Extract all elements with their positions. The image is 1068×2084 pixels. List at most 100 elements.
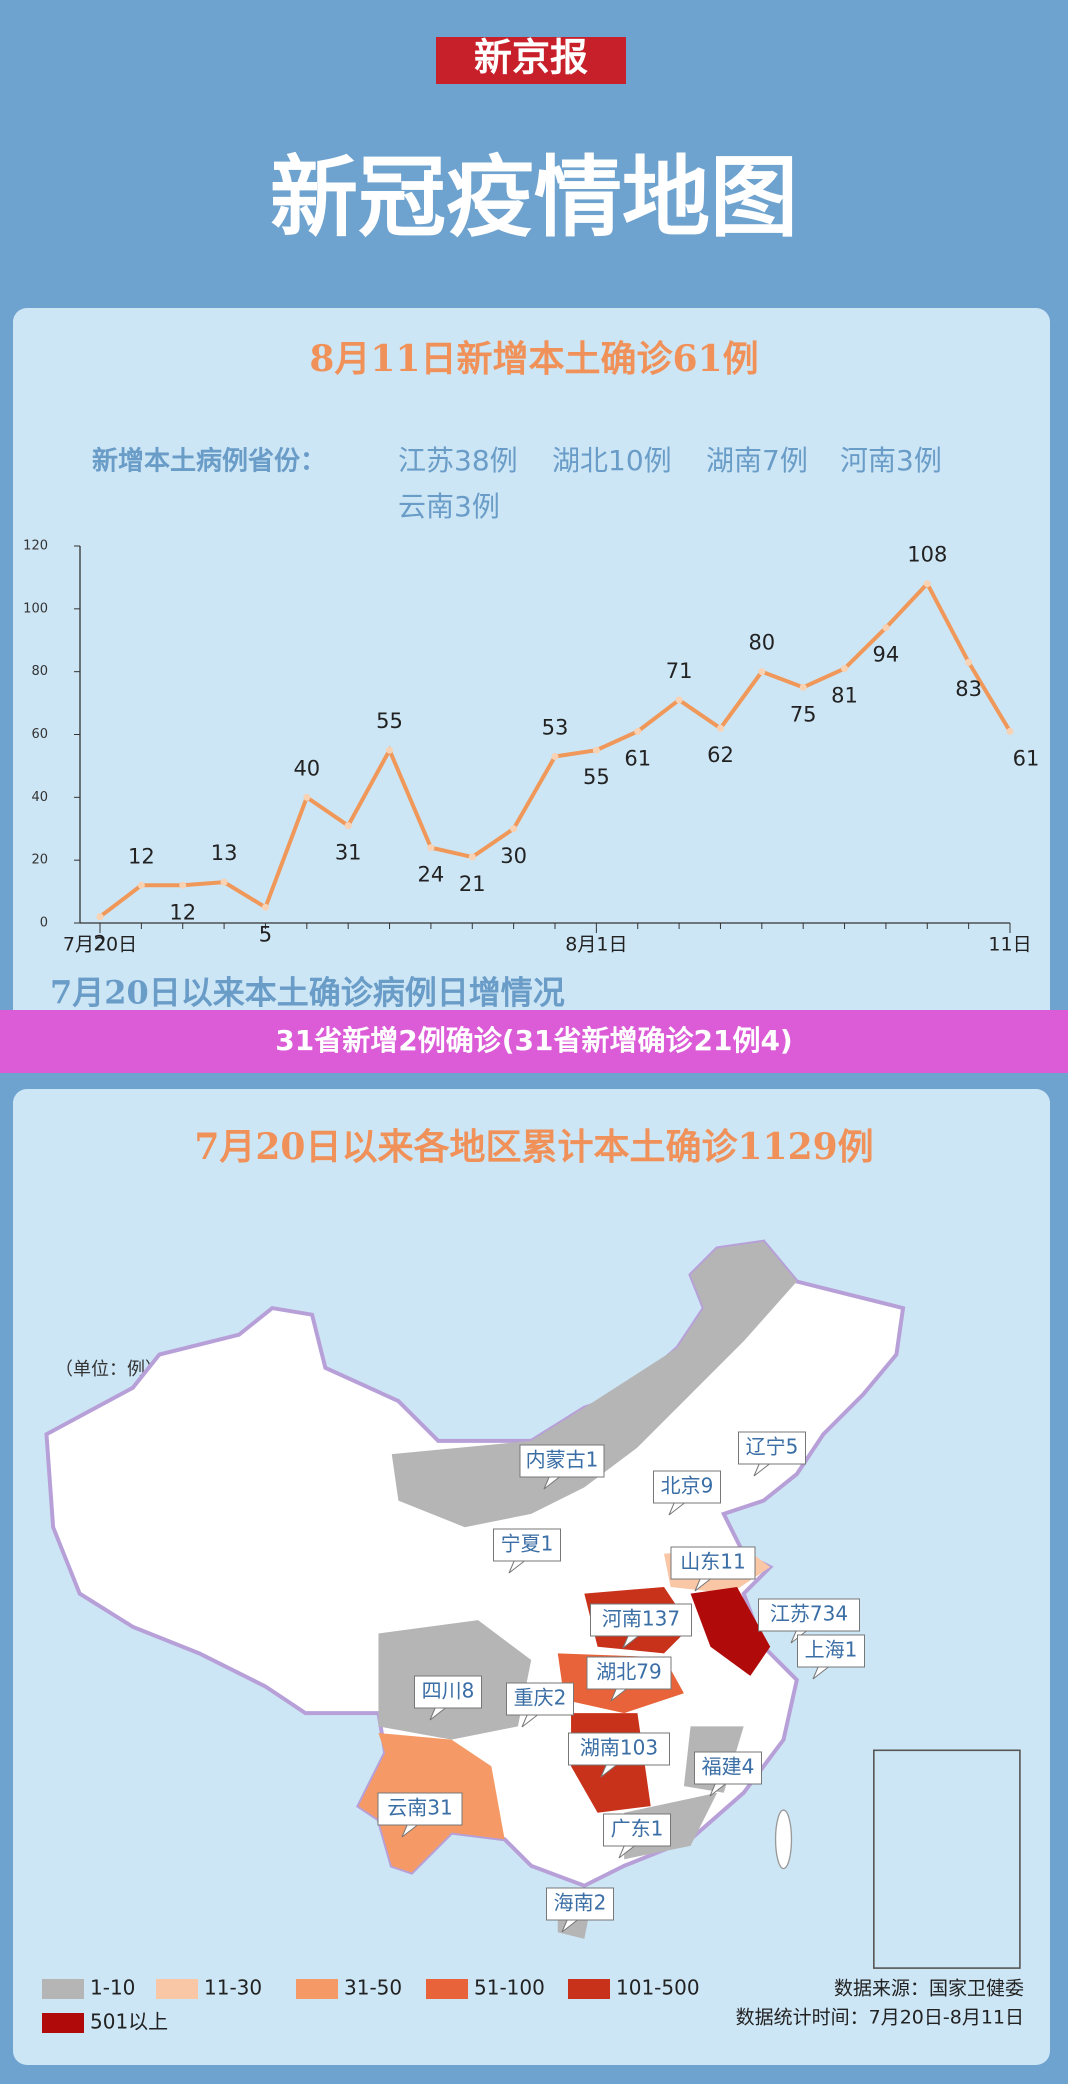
label-box	[377, 1792, 463, 1826]
y-tick-label: 120	[23, 539, 48, 554]
provinces-label: 新增本土病例省份：	[92, 446, 326, 477]
source: 数据来源：国家卫健委	[834, 1978, 1024, 2000]
point	[427, 844, 435, 852]
label-box	[694, 1751, 762, 1785]
point	[923, 580, 931, 588]
legend-label: 51-100	[474, 1976, 545, 2000]
legend-label: 501以上	[90, 2010, 168, 2034]
label-box	[586, 1656, 672, 1690]
label-box	[590, 1603, 692, 1637]
data-label: 55	[583, 765, 610, 789]
y-tick-label: 100	[23, 601, 48, 616]
map-title: 7月20日以来各地区累计本土确诊1129例	[194, 1126, 873, 1168]
point	[799, 683, 807, 691]
y-tick-label: 0	[40, 916, 48, 931]
point	[841, 665, 849, 673]
label-box	[493, 1528, 561, 1562]
data-label: 24	[418, 863, 445, 887]
province-label: 湖南103	[580, 1736, 658, 1760]
point	[1006, 727, 1014, 735]
point	[220, 878, 228, 886]
x-tick-label: 8月1日	[565, 934, 627, 956]
province-item: 湖北10例	[552, 444, 672, 477]
x-tick-label: 7月20日	[63, 934, 137, 956]
province-label: 山东11	[680, 1550, 745, 1574]
data-label: 80	[748, 631, 775, 655]
point	[716, 724, 724, 732]
data-label: 81	[831, 684, 858, 708]
y-tick-label: 20	[31, 853, 48, 868]
x-tick-label: 11日	[988, 934, 1031, 956]
label-box	[797, 1634, 865, 1668]
data-label: 53	[542, 715, 569, 739]
card	[13, 308, 1050, 1048]
province-label: 宁夏1	[501, 1532, 554, 1556]
point	[592, 746, 600, 754]
province-label: 海南2	[554, 1891, 607, 1915]
point	[303, 793, 311, 801]
point	[344, 822, 352, 830]
point	[758, 668, 766, 676]
label-box	[506, 1682, 574, 1716]
legend-label: 101-500	[616, 1976, 700, 2000]
data-label: 12	[128, 844, 155, 868]
label-box	[546, 1887, 614, 1921]
unit: （单位：例）	[55, 1359, 163, 1380]
chart-title: 7月20日以来本土确诊病例日增情况	[50, 974, 565, 1012]
province-label: 福建4	[702, 1755, 755, 1779]
data-label: 2	[93, 932, 106, 956]
label-box	[519, 1444, 605, 1478]
province-label: 江苏734	[770, 1602, 848, 1626]
province-label: 重庆2	[514, 1686, 567, 1710]
legend-swatch	[426, 1979, 468, 1999]
province-item: 江苏38例	[398, 444, 518, 477]
region	[690, 1586, 771, 1676]
province-label: 上海1	[805, 1638, 858, 1662]
province-label: 内蒙古1	[526, 1448, 599, 1472]
province-label: 河南137	[602, 1607, 680, 1631]
province-item: 河南3例	[840, 444, 942, 477]
y-tick-label: 40	[31, 790, 48, 805]
province-label: 广东1	[611, 1817, 664, 1841]
province-label: 辽宁5	[746, 1435, 799, 1459]
province-label: 四川8	[422, 1679, 475, 1703]
data-label: 13	[211, 841, 238, 865]
point	[96, 913, 104, 921]
data-label: 62	[707, 743, 734, 767]
legend-swatch	[42, 1979, 84, 1999]
data-label: 5	[259, 922, 272, 946]
point	[468, 853, 476, 861]
card-title: 8月11日新增本土确诊61例	[309, 338, 758, 380]
label-box	[738, 1431, 806, 1465]
label-box	[414, 1675, 482, 1709]
point	[386, 746, 394, 754]
legend-swatch	[42, 2013, 84, 2033]
legend-swatch	[568, 1979, 610, 1999]
point	[551, 752, 559, 760]
banner-text: 31省新增2例确诊(31省新增确诊21例4)	[275, 1024, 792, 1057]
province-label: 云南31	[387, 1796, 452, 1820]
data-label: 55	[376, 709, 403, 733]
y-tick-label: 80	[31, 664, 48, 679]
legend-label: 31-50	[344, 1976, 402, 2000]
data-label: 75	[790, 702, 817, 726]
point	[634, 727, 642, 735]
point	[675, 696, 683, 704]
y-tick-label: 60	[31, 727, 48, 742]
main-title: 新冠疫情地图	[270, 145, 798, 249]
point	[179, 881, 187, 889]
point	[965, 658, 973, 666]
period: 数据统计时间：7月20日-8月11日	[736, 2007, 1024, 2029]
label-box	[670, 1546, 756, 1580]
data-label: 12	[169, 900, 196, 924]
label-box	[758, 1598, 860, 1632]
data-label: 83	[955, 677, 982, 701]
province-item: 云南3例	[398, 490, 500, 523]
data-label: 61	[1013, 746, 1040, 770]
legend-label: 11-30	[204, 1976, 262, 2000]
province-label: 湖北79	[596, 1660, 661, 1684]
island	[774, 1809, 793, 1870]
data-label: 108	[907, 543, 947, 567]
logo: 新京报	[474, 35, 588, 80]
